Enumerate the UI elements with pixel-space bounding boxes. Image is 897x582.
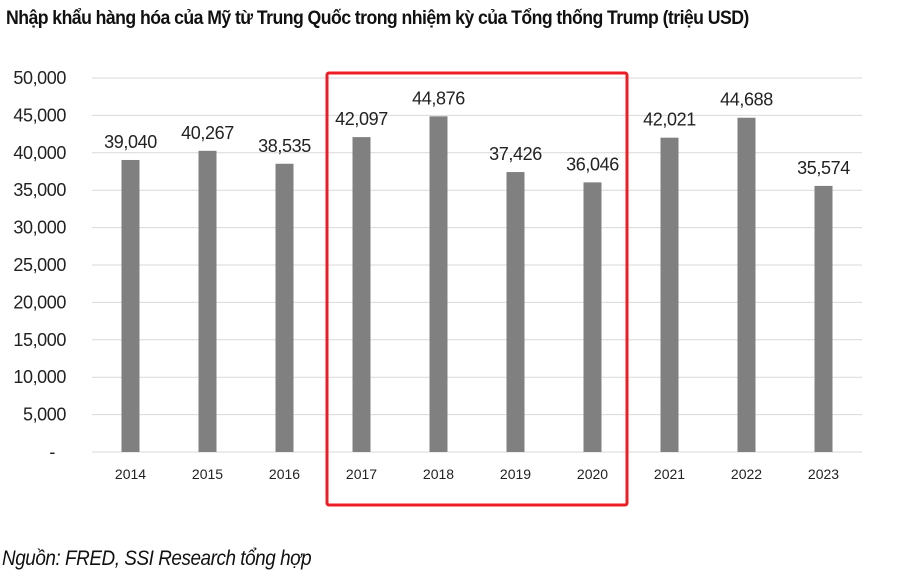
bar-2021 xyxy=(660,137,679,452)
y-tick-label: 45,000 xyxy=(13,105,66,125)
data-label: 42,097 xyxy=(335,109,388,129)
y-tick-label: 40,000 xyxy=(13,143,66,163)
y-tick-label: 20,000 xyxy=(13,292,66,312)
y-tick-label: - xyxy=(49,442,55,462)
y-tick-label: 10,000 xyxy=(13,367,66,387)
x-tick-label: 2020 xyxy=(577,466,608,482)
y-tick-label: 35,000 xyxy=(13,180,66,200)
bar-2023 xyxy=(814,185,833,452)
x-tick-label: 2023 xyxy=(808,466,839,482)
x-tick-label: 2018 xyxy=(423,466,454,482)
bar-2019 xyxy=(506,172,525,452)
x-tick-label: 2017 xyxy=(346,466,377,482)
bar-2018 xyxy=(429,116,448,453)
bars xyxy=(121,116,833,453)
bar-2015 xyxy=(198,150,217,452)
y-tick-label: 15,000 xyxy=(13,330,66,350)
y-tick-label: 50,000 xyxy=(13,68,66,88)
data-label: 36,046 xyxy=(566,154,619,174)
x-tick-label: 2022 xyxy=(731,466,762,482)
bar-2017 xyxy=(352,137,371,452)
data-label: 35,574 xyxy=(797,158,850,178)
bar-2016 xyxy=(275,163,294,453)
y-axis-ticks: - 5,000 10,000 15,000 20,000 25,000 30,000 35,0… xyxy=(13,68,66,462)
bar-2020 xyxy=(583,182,602,452)
gridlines xyxy=(92,77,862,453)
data-label: 44,876 xyxy=(412,88,465,108)
data-label: 44,688 xyxy=(720,90,773,110)
source-note: Nguồn: FRED, SSI Research tổng hợp xyxy=(2,547,312,570)
bar-2022 xyxy=(737,117,756,452)
x-tick-label: 2016 xyxy=(269,466,300,482)
bar-2014 xyxy=(121,159,140,452)
x-tick-label: 2014 xyxy=(115,466,146,482)
data-labels: 39,040 40,267 38,535 42,097 44,876 37,426 36,0… xyxy=(104,88,850,178)
data-label: 39,040 xyxy=(104,132,157,152)
x-axis-ticks: 2014 2015 2016 2017 2018 2019 2020 2021 2022 2023 xyxy=(115,466,839,482)
x-tick-label: 2019 xyxy=(500,466,531,482)
y-tick-label: 5,000 xyxy=(23,405,66,425)
x-tick-label: 2021 xyxy=(654,466,685,482)
y-tick-label: 30,000 xyxy=(13,218,66,238)
highlight-box xyxy=(325,71,629,507)
data-label: 37,426 xyxy=(489,144,542,164)
data-label: 40,267 xyxy=(181,123,234,143)
highlight-rectangle xyxy=(325,71,629,507)
chart-title: Nhập khẩu hàng hóa của Mỹ từ Trung Quốc … xyxy=(6,8,749,29)
y-tick-label: 25,000 xyxy=(13,255,66,275)
x-tick-label: 2015 xyxy=(192,466,223,482)
data-label: 38,535 xyxy=(258,136,311,156)
data-label: 42,021 xyxy=(643,110,696,130)
